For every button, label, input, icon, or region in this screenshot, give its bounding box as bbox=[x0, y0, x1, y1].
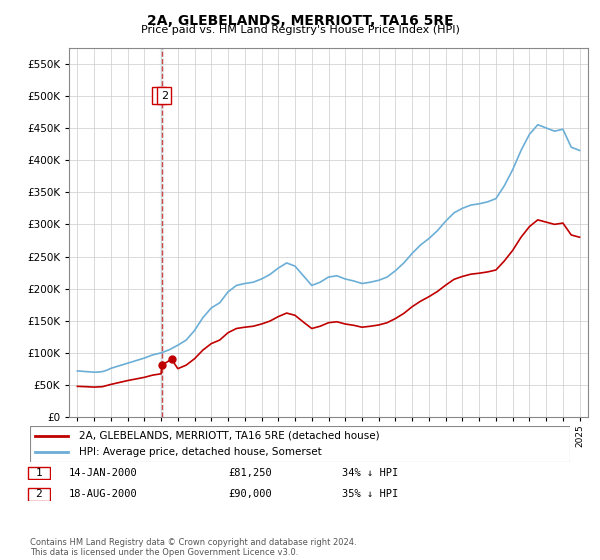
Text: 1: 1 bbox=[156, 91, 163, 101]
FancyBboxPatch shape bbox=[28, 488, 50, 501]
Text: Contains HM Land Registry data © Crown copyright and database right 2024.
This d: Contains HM Land Registry data © Crown c… bbox=[30, 538, 356, 557]
Text: £90,000: £90,000 bbox=[228, 489, 272, 500]
Text: 35% ↓ HPI: 35% ↓ HPI bbox=[342, 489, 398, 500]
Bar bbox=[160, 48, 163, 417]
Text: 2A, GLEBELANDS, MERRIOTT, TA16 5RE (detached house): 2A, GLEBELANDS, MERRIOTT, TA16 5RE (deta… bbox=[79, 431, 379, 441]
Text: 14-JAN-2000: 14-JAN-2000 bbox=[69, 468, 138, 478]
Text: HPI: Average price, detached house, Somerset: HPI: Average price, detached house, Some… bbox=[79, 447, 322, 457]
Text: 1: 1 bbox=[35, 468, 43, 478]
Text: 34% ↓ HPI: 34% ↓ HPI bbox=[342, 468, 398, 478]
FancyBboxPatch shape bbox=[30, 426, 570, 462]
Text: Price paid vs. HM Land Registry's House Price Index (HPI): Price paid vs. HM Land Registry's House … bbox=[140, 25, 460, 35]
Text: 18-AUG-2000: 18-AUG-2000 bbox=[69, 489, 138, 500]
Text: 2: 2 bbox=[161, 91, 168, 101]
Text: 2A, GLEBELANDS, MERRIOTT, TA16 5RE: 2A, GLEBELANDS, MERRIOTT, TA16 5RE bbox=[146, 14, 454, 28]
Text: £81,250: £81,250 bbox=[228, 468, 272, 478]
Text: 2: 2 bbox=[35, 489, 43, 499]
FancyBboxPatch shape bbox=[28, 466, 50, 479]
